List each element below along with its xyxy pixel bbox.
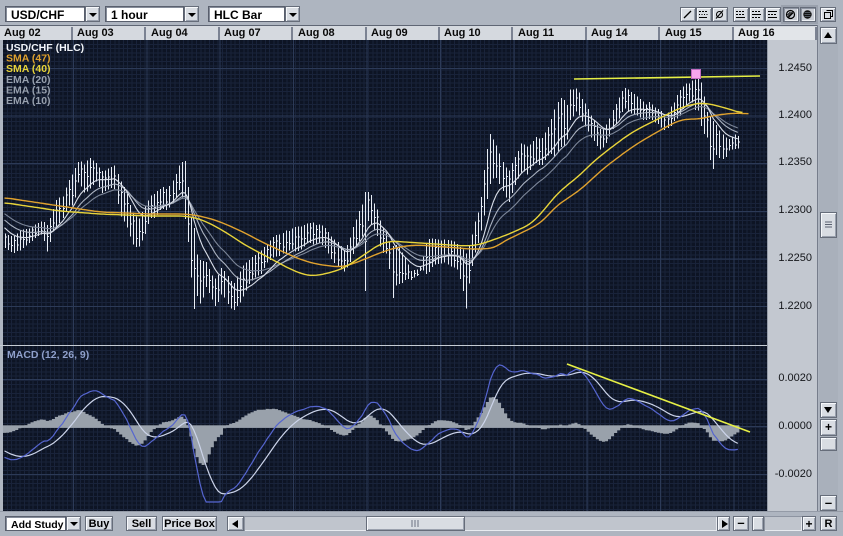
svg-text:EMA (10): EMA (10) <box>6 95 51 107</box>
svg-text:USD/CHF (HLC): USD/CHF (HLC) <box>6 42 84 54</box>
svg-text:EMA (20): EMA (20) <box>6 74 51 86</box>
svg-text:MACD (12, 26, 9): MACD (12, 26, 9) <box>7 349 89 361</box>
svg-text:EMA (15): EMA (15) <box>6 84 51 96</box>
svg-text:SMA (47): SMA (47) <box>6 53 51 65</box>
svg-text:SMA (40): SMA (40) <box>6 63 51 75</box>
